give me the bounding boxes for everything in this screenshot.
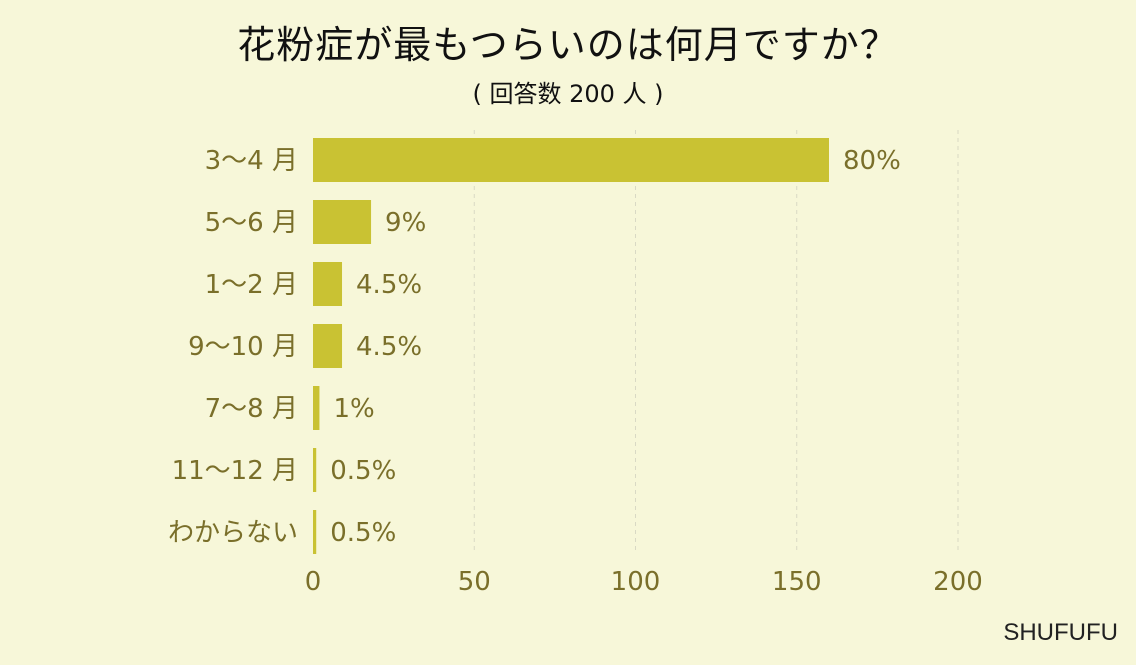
data-label: 0.5%: [330, 518, 396, 548]
x-tick-label: 150: [772, 567, 822, 597]
bar: [313, 138, 829, 182]
category-label: わからない: [168, 518, 298, 548]
data-label: 4.5%: [356, 332, 422, 362]
category-label: 1〜2 月: [205, 270, 298, 300]
category-label: 5〜6 月: [205, 208, 298, 238]
data-label: 1%: [333, 394, 374, 424]
data-label: 4.5%: [356, 270, 422, 300]
category-label: 9〜10 月: [188, 332, 298, 362]
data-label: 80%: [843, 146, 901, 176]
bar: [313, 386, 320, 430]
data-label: 0.5%: [330, 456, 396, 486]
bar: [313, 510, 317, 554]
category-label: 11〜12 月: [172, 456, 298, 486]
bar: [313, 200, 372, 244]
bar: [313, 262, 343, 306]
category-label: 3〜4 月: [205, 146, 298, 176]
chart-title: 花粉症が最もつらいのは何月ですか？: [237, 23, 899, 67]
bar: [313, 324, 343, 368]
x-tick-label: 50: [458, 567, 491, 597]
x-tick-label: 100: [611, 567, 661, 597]
data-label: 9%: [385, 208, 426, 238]
chart-subtitle: ( 回答数 200 人 ): [472, 80, 664, 108]
category-label: 7〜8 月: [205, 394, 298, 424]
x-tick-label: 0: [305, 567, 322, 597]
x-tick-label: 200: [933, 567, 983, 597]
bar: [313, 448, 317, 492]
brand-logo: SHUFUFU: [1003, 619, 1118, 646]
